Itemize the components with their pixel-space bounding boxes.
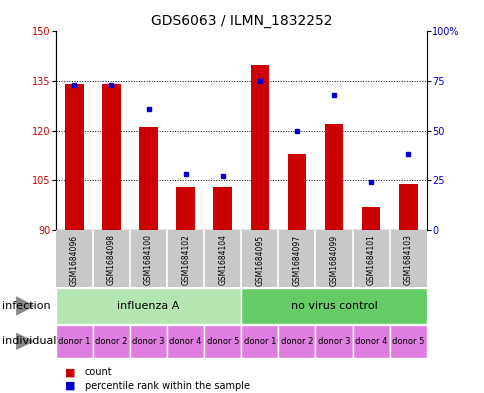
Text: GSM1684100: GSM1684100 bbox=[144, 235, 153, 285]
Bar bbox=[102, 84, 121, 230]
Text: influenza A: influenza A bbox=[117, 301, 180, 311]
Text: GSM1684104: GSM1684104 bbox=[218, 235, 227, 285]
Title: GDS6063 / ILMN_1832252: GDS6063 / ILMN_1832252 bbox=[150, 14, 332, 28]
Text: count: count bbox=[85, 367, 112, 377]
Bar bbox=[352, 325, 389, 358]
Bar bbox=[56, 288, 241, 324]
Polygon shape bbox=[16, 333, 35, 350]
Text: GSM1684097: GSM1684097 bbox=[292, 235, 301, 286]
Text: donor 1: donor 1 bbox=[58, 337, 91, 346]
Bar bbox=[204, 325, 241, 358]
Text: donor 2: donor 2 bbox=[95, 337, 127, 346]
Text: GSM1684101: GSM1684101 bbox=[366, 235, 375, 285]
Text: GSM1684102: GSM1684102 bbox=[181, 235, 190, 285]
Text: ■: ■ bbox=[65, 367, 76, 377]
Text: donor 2: donor 2 bbox=[280, 337, 313, 346]
Text: individual: individual bbox=[2, 336, 57, 346]
Bar bbox=[56, 325, 93, 358]
Bar bbox=[315, 325, 352, 358]
Bar bbox=[278, 325, 315, 358]
Text: GSM1684103: GSM1684103 bbox=[403, 235, 412, 285]
Bar bbox=[166, 325, 204, 358]
Text: donor 3: donor 3 bbox=[132, 337, 165, 346]
Bar bbox=[176, 187, 195, 230]
Text: GSM1684096: GSM1684096 bbox=[70, 235, 79, 286]
Polygon shape bbox=[16, 296, 35, 316]
Bar bbox=[250, 64, 269, 230]
Text: GSM1684099: GSM1684099 bbox=[329, 235, 338, 286]
Bar bbox=[213, 187, 231, 230]
Text: donor 5: donor 5 bbox=[391, 337, 424, 346]
Bar bbox=[398, 184, 417, 230]
Bar bbox=[130, 325, 166, 358]
Text: donor 1: donor 1 bbox=[243, 337, 275, 346]
Text: donor 5: donor 5 bbox=[206, 337, 239, 346]
Text: infection: infection bbox=[2, 301, 51, 311]
Bar bbox=[93, 325, 130, 358]
Bar bbox=[324, 124, 343, 230]
Bar bbox=[139, 127, 157, 230]
Bar bbox=[65, 84, 83, 230]
Text: donor 3: donor 3 bbox=[317, 337, 349, 346]
Bar bbox=[287, 154, 305, 230]
Bar bbox=[361, 207, 379, 230]
Text: GSM1684095: GSM1684095 bbox=[255, 235, 264, 286]
Text: percentile rank within the sample: percentile rank within the sample bbox=[85, 381, 249, 391]
Bar bbox=[241, 288, 426, 324]
Bar bbox=[241, 325, 278, 358]
Text: donor 4: donor 4 bbox=[354, 337, 387, 346]
Text: no virus control: no virus control bbox=[290, 301, 377, 311]
Bar bbox=[389, 325, 426, 358]
Text: ■: ■ bbox=[65, 381, 76, 391]
Text: GSM1684098: GSM1684098 bbox=[106, 235, 116, 285]
Text: donor 4: donor 4 bbox=[169, 337, 201, 346]
